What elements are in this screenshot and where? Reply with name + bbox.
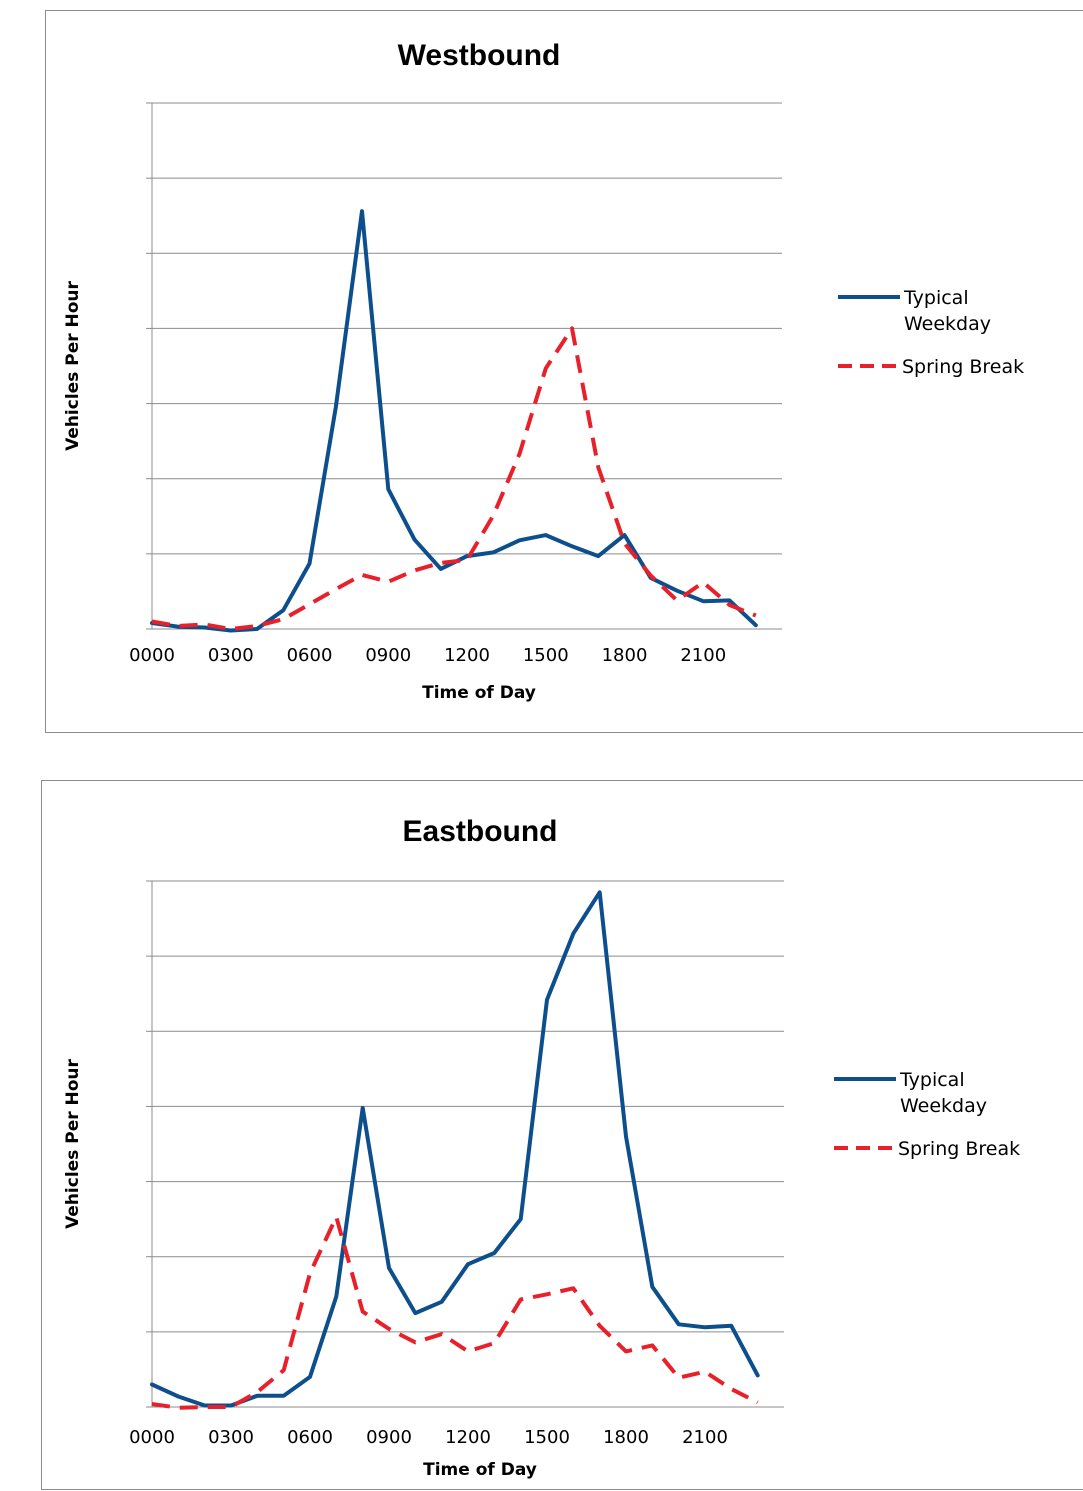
x-tick-label: 2100 [682, 1427, 728, 1448]
y-axis-label: Vehicles Per Hour [63, 280, 83, 450]
x-tick-label: 0900 [365, 645, 411, 666]
x-tick-label: 0600 [287, 645, 333, 666]
y-axis-label: Vehicles Per Hour [63, 1058, 83, 1228]
x-tick-label: 0600 [287, 1427, 333, 1448]
x-tick-label: 0300 [208, 645, 254, 666]
westbound-chart-panel: 0000 0300 0600 0900 1200 1500 1800 2100 Westbou… [45, 10, 1083, 733]
legend-label-spring: Spring Break [898, 1138, 1020, 1160]
x-axis-label: Time of Day [422, 683, 536, 703]
legend: Typical Weekday Spring Break [838, 287, 1024, 378]
chart-title: Eastbound [403, 815, 558, 848]
x-tick-label: 1500 [524, 1427, 570, 1448]
eastbound-chart: 0000 0300 0600 0900 1200 1500 1800 2100 Eastbou… [42, 781, 1083, 1491]
legend-label-typical: Typical Weekday [899, 1069, 987, 1117]
x-tick-label: 1200 [445, 1427, 491, 1448]
typical-weekday-line [152, 892, 758, 1405]
x-tick-label: 0000 [129, 645, 175, 666]
x-tick-label: 1800 [602, 645, 648, 666]
eastbound-chart-panel: 0000 0300 0600 0900 1200 1500 1800 2100 Eastbou… [41, 780, 1083, 1490]
x-tick-label: 2100 [680, 645, 726, 666]
x-tick-label: 1200 [444, 645, 490, 666]
x-tick-label: 1500 [523, 645, 569, 666]
chart-title: Westbound [398, 39, 561, 72]
x-tick-label: 1800 [603, 1427, 649, 1448]
legend: Typical Weekday Spring Break [834, 1069, 1020, 1160]
typical-weekday-line [152, 211, 756, 630]
x-tick-label: 0300 [208, 1427, 254, 1448]
legend-label-spring: Spring Break [902, 356, 1024, 378]
x-tick-label: 0900 [366, 1427, 412, 1448]
westbound-chart: 0000 0300 0600 0900 1200 1500 1800 2100 Westbou… [46, 11, 1083, 734]
x-axis-label: Time of Day [423, 1460, 537, 1480]
spring-break-line [152, 1217, 758, 1408]
x-tick-label: 0000 [129, 1427, 175, 1448]
legend-label-typical: Typical Weekday [903, 287, 991, 335]
